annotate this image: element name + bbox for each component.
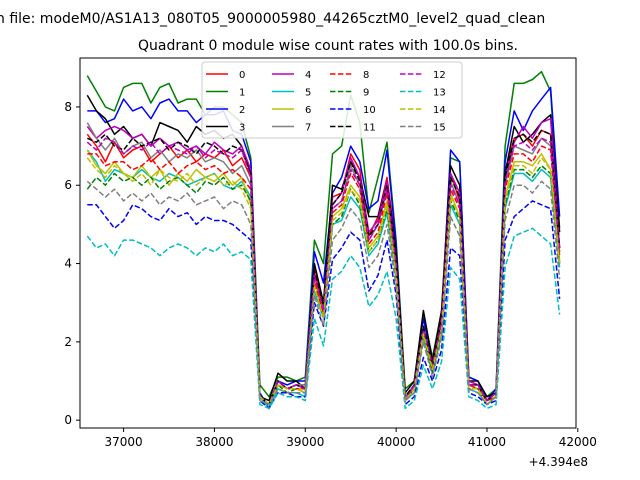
legend-entry-8: 8 bbox=[330, 70, 369, 81]
series-line-14 bbox=[86, 157, 561, 406]
legend-label: 15 bbox=[433, 123, 446, 134]
legend-entry-13: 13 bbox=[400, 88, 446, 99]
figure-suptitle: n file: modeM0/AS1A13_080T05_9000005980_… bbox=[0, 11, 545, 27]
x-tick-label: 41000 bbox=[468, 435, 506, 449]
y-tick-label: 0 bbox=[64, 413, 72, 427]
y-tick-label: 4 bbox=[64, 257, 72, 271]
x-tick-label: 39000 bbox=[286, 435, 324, 449]
y-tick-label: 6 bbox=[64, 178, 72, 192]
legend-entry-3: 3 bbox=[206, 123, 245, 134]
legend-label: 12 bbox=[433, 70, 446, 81]
series-line-13 bbox=[86, 227, 561, 410]
legend-label: 3 bbox=[239, 123, 245, 134]
legend-entry-7: 7 bbox=[272, 123, 311, 134]
x-offset-label: +4.394e8 bbox=[529, 455, 588, 469]
legend-entry-10: 10 bbox=[330, 105, 376, 116]
legend-entry-14: 14 bbox=[400, 105, 446, 116]
legend-label: 8 bbox=[363, 70, 369, 81]
series-line-12 bbox=[86, 137, 561, 406]
legend-label: 11 bbox=[363, 123, 376, 134]
legend-entry-0: 0 bbox=[206, 70, 245, 81]
legend-label: 7 bbox=[305, 123, 311, 134]
legend-entry-1: 1 bbox=[206, 88, 245, 99]
series-layer bbox=[86, 70, 561, 410]
legend-label: 13 bbox=[433, 88, 446, 99]
series-line-10 bbox=[87, 200, 561, 410]
legend-label: 0 bbox=[239, 70, 245, 81]
legend-label: 14 bbox=[433, 105, 446, 116]
x-tick-label: 37000 bbox=[105, 435, 143, 449]
legend-entry-9: 9 bbox=[330, 88, 369, 99]
legend-label: 4 bbox=[305, 70, 311, 81]
legend-label: 2 bbox=[239, 105, 245, 116]
legend-entry-11: 11 bbox=[330, 123, 376, 134]
x-tick-label: 38000 bbox=[195, 435, 233, 449]
x-tick-label: 42000 bbox=[559, 435, 597, 449]
legend-entry-4: 4 bbox=[272, 70, 311, 81]
legend-box bbox=[201, 61, 463, 139]
legend-entry-2: 2 bbox=[206, 105, 245, 116]
x-tick-label: 40000 bbox=[377, 435, 415, 449]
legend-entry-6: 6 bbox=[272, 105, 311, 116]
chart-title: Quadrant 0 module wise count rates with … bbox=[138, 38, 518, 54]
legend-label: 1 bbox=[239, 88, 245, 99]
axes-layer: 37000 38000 39000 40000 41000 42000 0 2 4 6 8 +4.39… bbox=[64, 57, 597, 469]
plot-frame bbox=[79, 57, 577, 429]
legend-entry-12: 12 bbox=[400, 70, 446, 81]
y-tick-label: 2 bbox=[64, 335, 72, 349]
legend-entry-5: 5 bbox=[272, 88, 311, 99]
legend-label: 6 bbox=[305, 105, 311, 116]
legend-label: 5 bbox=[305, 88, 311, 99]
y-tick-label: 8 bbox=[64, 100, 72, 114]
legend-label: 10 bbox=[363, 105, 376, 116]
legend-entry-15: 15 bbox=[400, 123, 446, 134]
legend-label: 9 bbox=[363, 88, 369, 99]
